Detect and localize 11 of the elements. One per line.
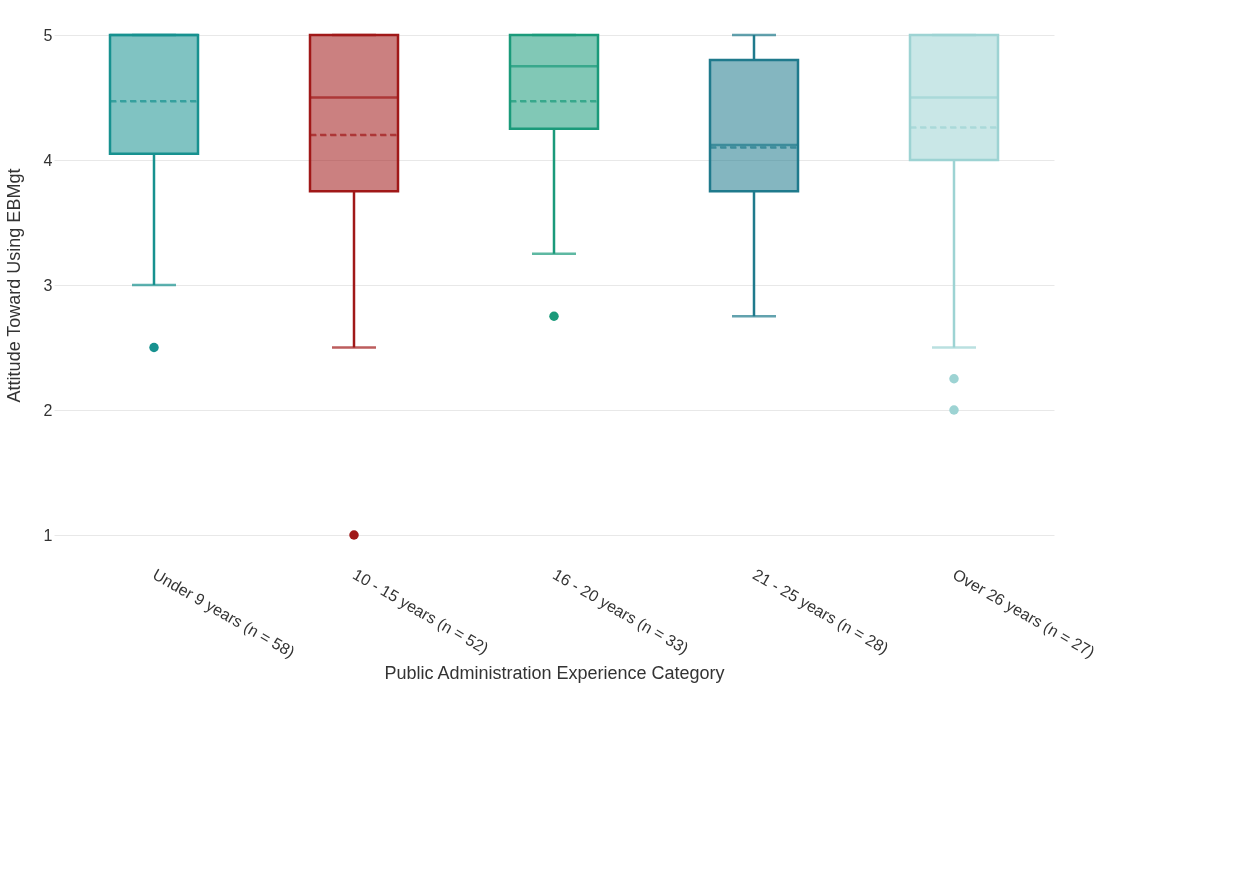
x-tick-label: 16 - 20 years (n = 33) xyxy=(550,565,692,658)
x-tick-label: 10 - 15 years (n = 52) xyxy=(350,565,492,658)
y-tick-label: 3 xyxy=(43,276,53,294)
y-tick-label: 4 xyxy=(43,151,53,169)
y-axis-title: Attitude Toward Using EBMgt xyxy=(3,168,24,403)
y-tick-label: 1 xyxy=(43,526,53,544)
y-tick-label: 2 xyxy=(43,401,53,419)
x-tick-label: 21 - 25 years (n = 28) xyxy=(750,565,892,658)
y-tick-label: 5 xyxy=(43,26,53,44)
x-axis-title: Public Administration Experience Category xyxy=(384,662,725,683)
x-tick-label: Over 26 years (n = 27) xyxy=(950,565,1098,661)
